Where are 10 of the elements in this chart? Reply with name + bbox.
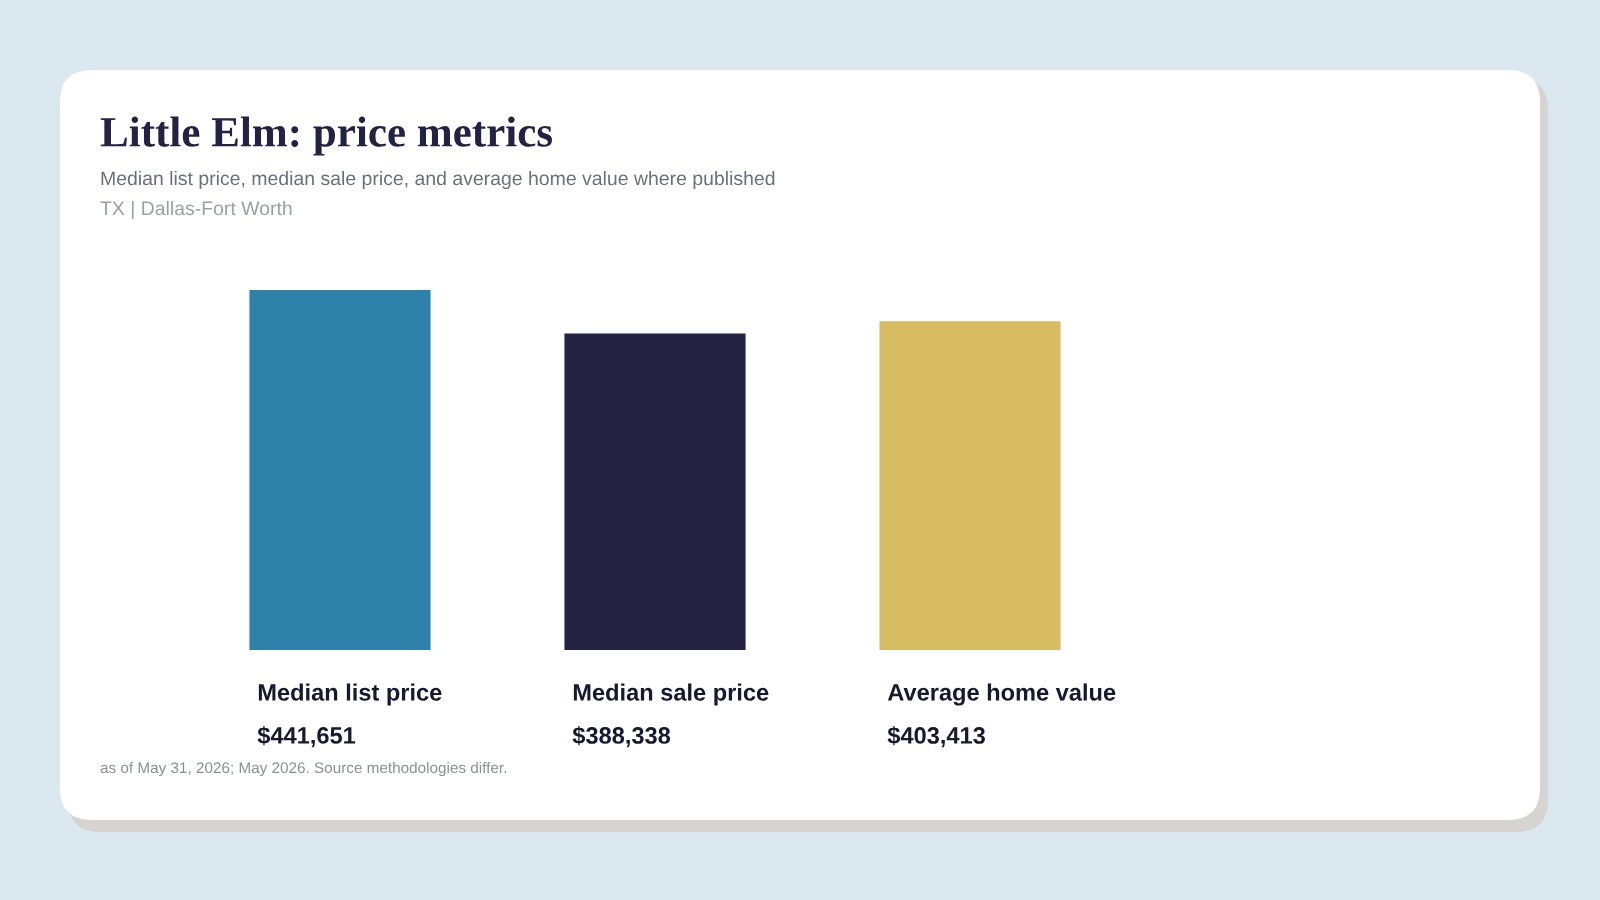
data-label: $388,338	[572, 726, 671, 748]
text: TX | Dallas-Fort Worth	[100, 200, 292, 220]
x-tick-label: Average home value	[887, 683, 1116, 706]
chart-subtitle: Median list price, median sale price, and average home value where published	[101, 170, 775, 190]
data-label: $441,651	[257, 726, 356, 748]
chart-title: Little Elm: price metrics	[100, 116, 553, 156]
text: as of May 31, 2026; May 2026. Source methodologies differ.	[100, 761, 506, 777]
x-tick-label: Median list price	[258, 683, 442, 706]
data-label: $403,413	[887, 726, 985, 748]
x-tick-label: Median sale price	[573, 683, 769, 706]
